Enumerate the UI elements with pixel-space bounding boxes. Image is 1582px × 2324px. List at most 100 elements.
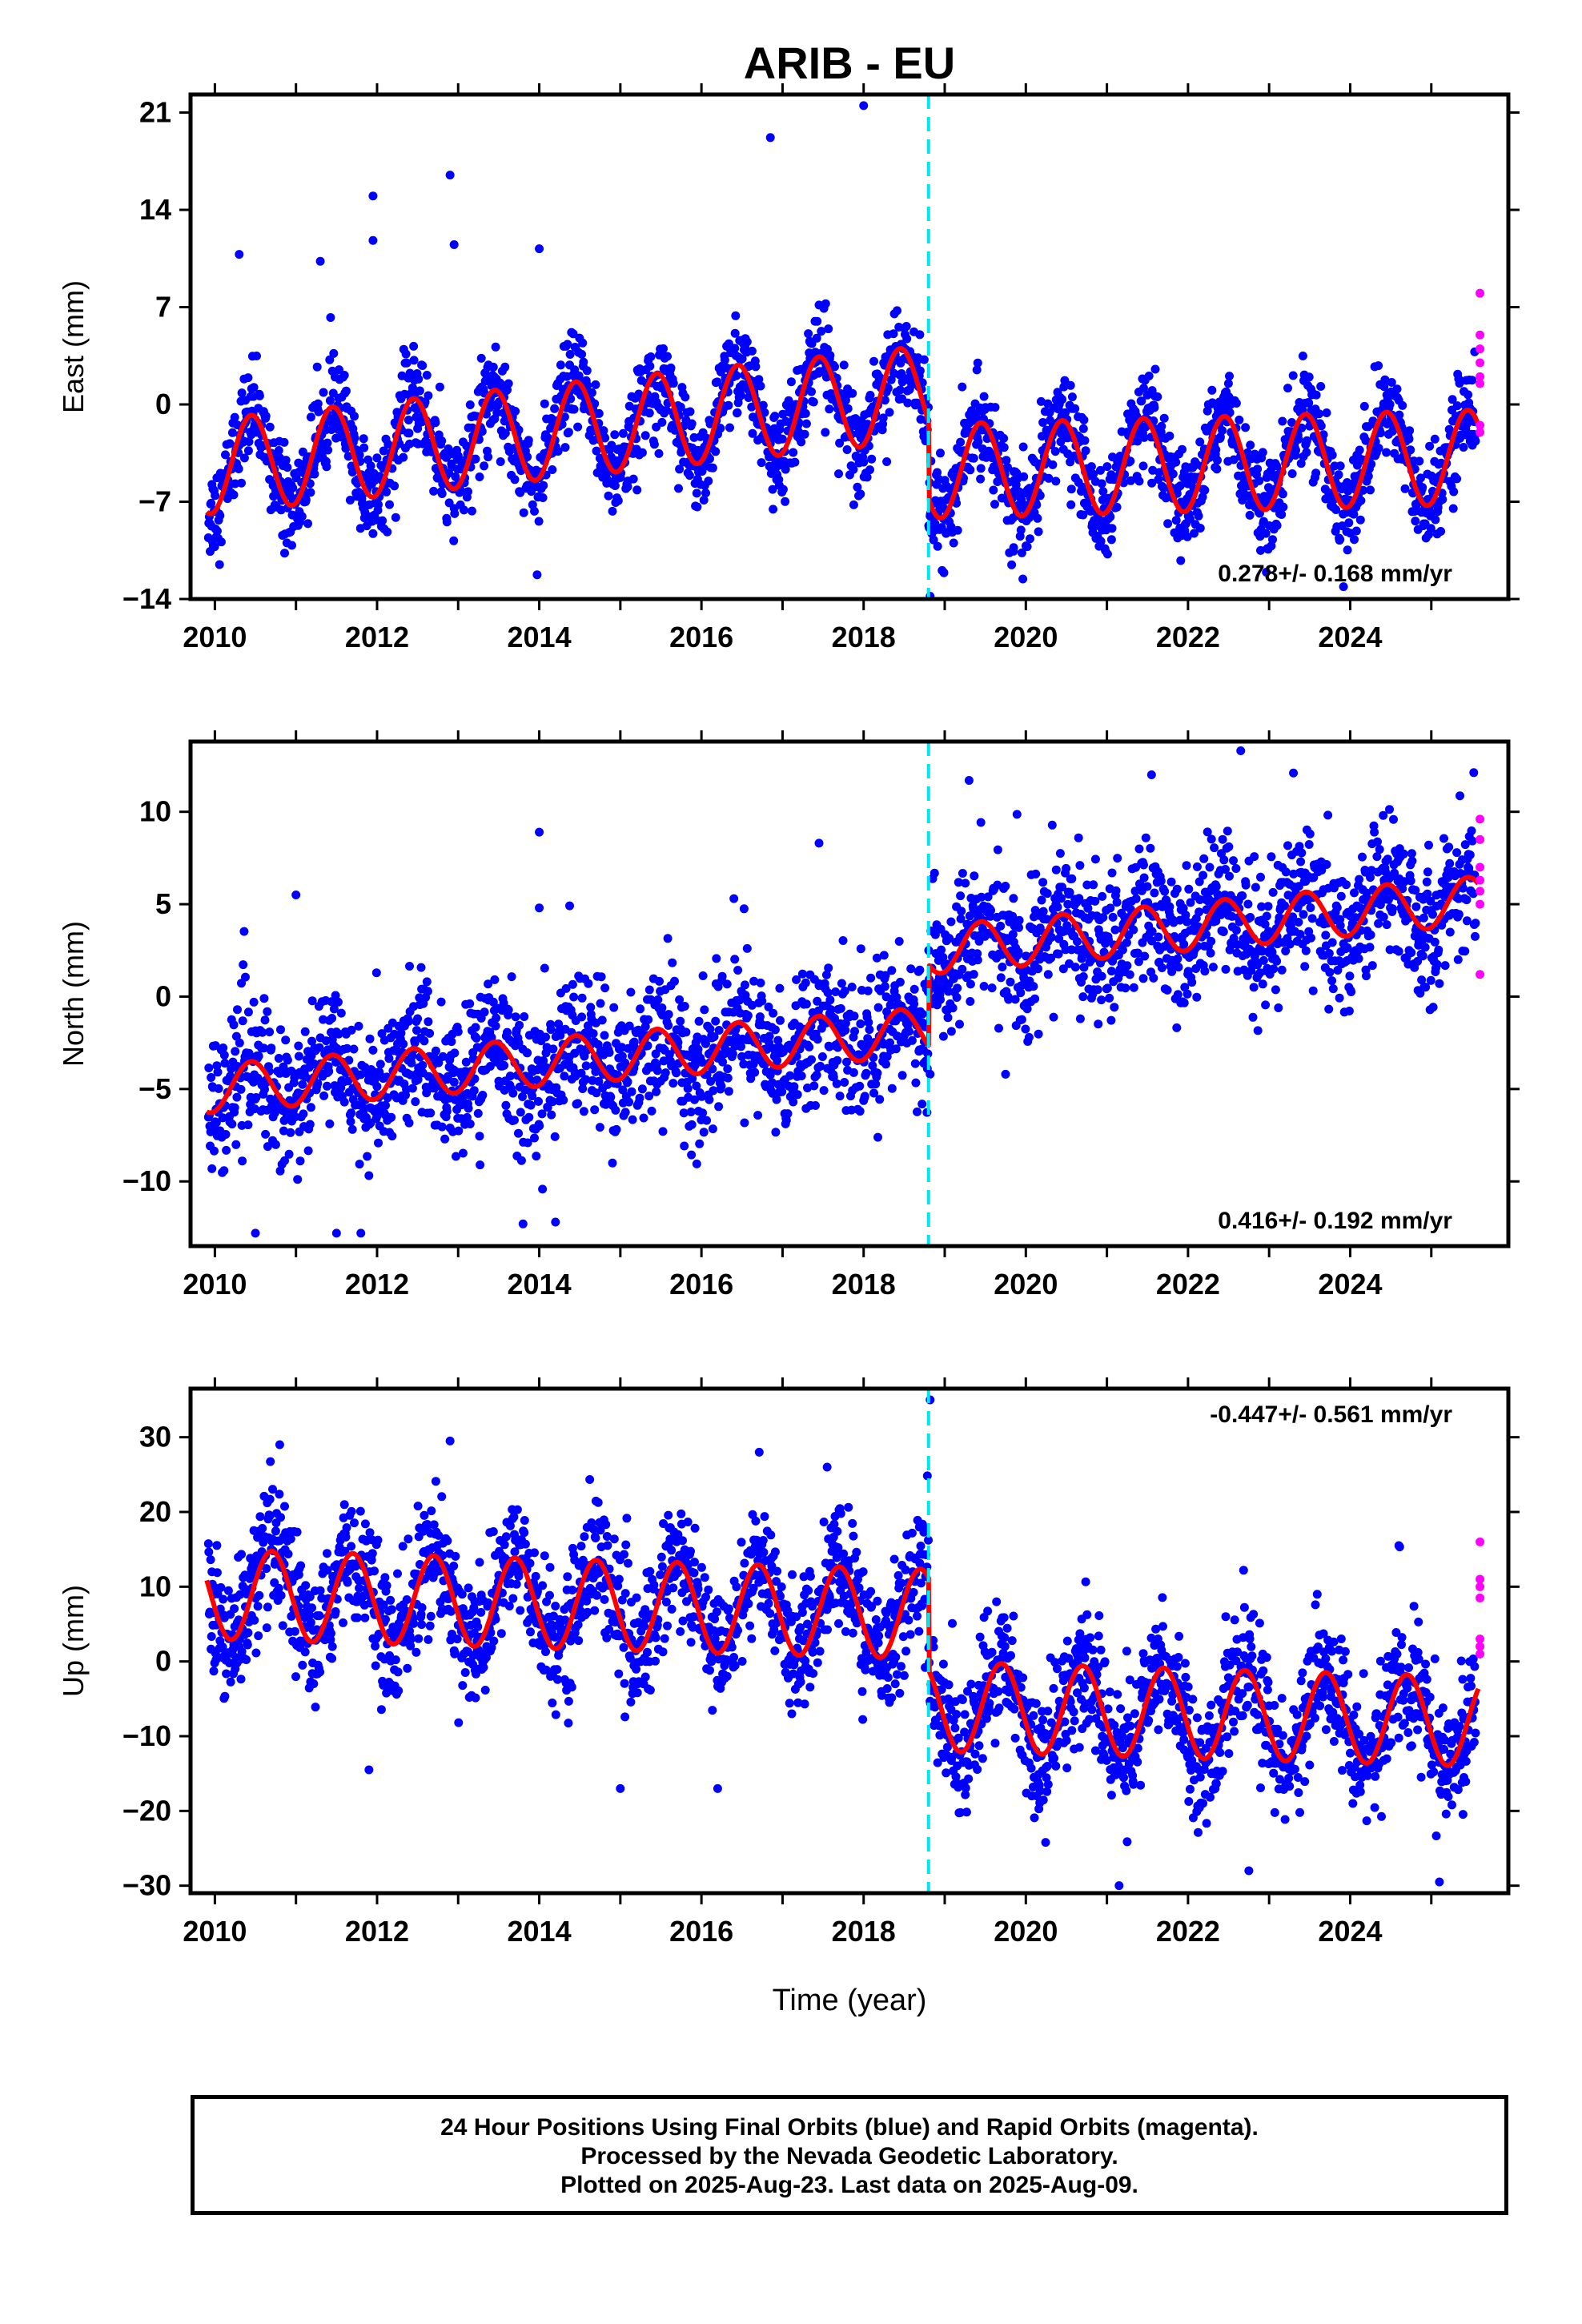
data-point	[514, 425, 524, 435]
data-point	[837, 979, 846, 988]
data-point	[910, 1059, 920, 1068]
data-point	[1221, 865, 1230, 874]
data-point	[847, 983, 857, 991]
data-point	[708, 463, 717, 472]
data-point	[1257, 902, 1267, 911]
data-point	[1144, 372, 1154, 380]
data-point	[617, 1051, 627, 1061]
data-point	[664, 1021, 673, 1030]
data-point	[274, 446, 283, 455]
data-point	[821, 428, 830, 437]
data-point	[293, 1175, 303, 1184]
data-point	[627, 1087, 636, 1096]
data-point	[1255, 476, 1264, 485]
data-point	[239, 453, 249, 463]
data-point	[781, 1116, 791, 1125]
data-point	[817, 1052, 827, 1061]
data-point	[748, 428, 757, 438]
data-point	[917, 1100, 927, 1109]
data-point	[1139, 873, 1149, 883]
data-point	[1044, 473, 1054, 483]
data-point	[1001, 882, 1010, 891]
data-point	[221, 450, 230, 460]
data-point	[1112, 898, 1122, 907]
data-point	[873, 1003, 883, 1012]
data-point	[1058, 964, 1068, 974]
data-point	[442, 1107, 452, 1116]
data-point	[1150, 403, 1159, 412]
data-point	[1106, 903, 1115, 913]
rapid-point	[1476, 330, 1485, 340]
data-point	[456, 486, 466, 496]
data-point	[714, 1102, 724, 1112]
data-point	[341, 386, 351, 396]
data-point	[1106, 535, 1116, 545]
data-point	[697, 1058, 707, 1067]
data-point	[1070, 963, 1080, 972]
data-point	[742, 943, 752, 953]
data-point	[1335, 535, 1345, 545]
data-point	[732, 371, 741, 380]
data-point	[1110, 925, 1120, 935]
data-point	[1229, 856, 1238, 866]
data-point	[1281, 947, 1291, 955]
data-point	[287, 541, 296, 550]
data-point	[276, 505, 286, 515]
data-point	[903, 398, 913, 408]
data-point	[325, 355, 335, 364]
data-point	[1159, 483, 1169, 493]
data-point	[865, 1025, 874, 1035]
data-point	[1056, 437, 1066, 447]
data-point	[694, 1016, 704, 1026]
data-point	[1283, 891, 1293, 900]
data-point	[381, 1100, 390, 1110]
data-point	[1016, 525, 1026, 535]
data-point	[1256, 545, 1265, 555]
data-point	[611, 1105, 620, 1115]
data-point	[1021, 1024, 1030, 1034]
data-point	[524, 436, 533, 445]
data-point	[659, 344, 668, 353]
data-point	[733, 408, 742, 417]
data-point	[849, 500, 858, 509]
data-point	[1138, 461, 1148, 471]
data-point	[976, 818, 986, 827]
data-point	[1034, 527, 1043, 537]
data-point	[955, 1019, 964, 1029]
data-point	[826, 1005, 836, 1015]
data-point	[1097, 971, 1106, 981]
data-point	[1058, 395, 1067, 404]
data-point	[1311, 390, 1321, 400]
data-point	[770, 412, 780, 421]
data-point	[581, 1061, 591, 1071]
data-point	[829, 1072, 838, 1082]
data-point	[773, 1055, 782, 1065]
data-point	[979, 392, 989, 401]
data-point	[594, 408, 604, 418]
data-point	[1018, 442, 1028, 452]
data-point	[1225, 372, 1234, 381]
data-point	[383, 440, 393, 449]
data-point	[523, 1048, 532, 1058]
x-tick-label: 2018	[832, 621, 896, 653]
data-point	[976, 464, 986, 473]
data-point	[396, 1028, 406, 1038]
data-point	[961, 879, 970, 888]
data-point	[1395, 410, 1404, 420]
data-point	[855, 1081, 865, 1091]
data-point	[475, 472, 484, 481]
data-point	[424, 1072, 433, 1081]
data-point	[1436, 527, 1446, 536]
data-point	[652, 1087, 661, 1096]
data-point	[640, 431, 650, 440]
data-point	[1295, 930, 1305, 939]
data-point	[1250, 852, 1259, 862]
data-point	[372, 453, 382, 463]
data-point	[693, 502, 702, 512]
data-point	[600, 433, 610, 443]
data-point	[1159, 413, 1169, 423]
data-point	[882, 1051, 892, 1061]
data-point	[644, 408, 654, 418]
data-point	[1287, 418, 1296, 427]
data-point	[409, 356, 419, 365]
